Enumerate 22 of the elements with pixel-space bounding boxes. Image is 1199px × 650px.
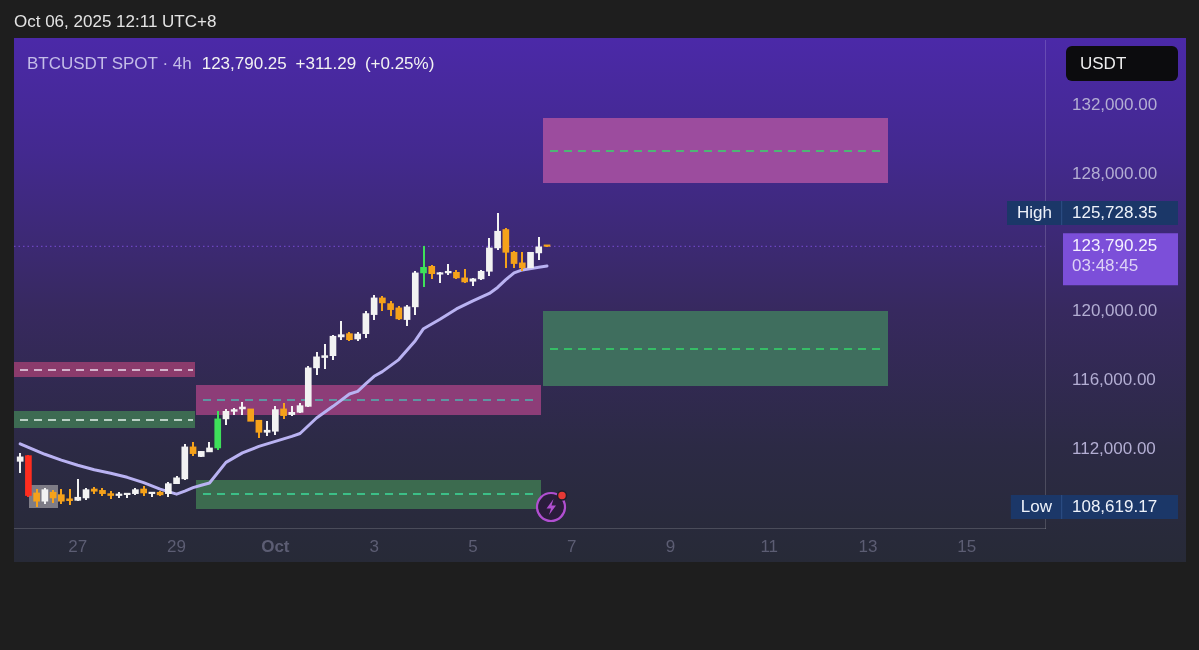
x-tick-label: 11 (760, 536, 779, 556)
y-tick-label: 132,000.00 (1072, 94, 1158, 114)
x-tick-label: 5 (468, 536, 478, 556)
text: BTCUSDT SPOT · 4h (27, 54, 192, 73)
text: 123,790.25 +311.29 (+0.25%) (201, 54, 435, 73)
x-tick-label: 27 (68, 536, 88, 556)
ref-line-label: 123,790.25 03:48:45 (1072, 236, 1158, 276)
x-tick-label: 13 (858, 536, 878, 556)
x-tick-label: 9 (665, 536, 676, 556)
y-tick-label: 128,000.00 (1072, 163, 1158, 183)
x-tick-label: 15 (957, 536, 977, 556)
annotation: Low 108,619.17 (1020, 496, 1158, 516)
y-tick-label: 116,000.00 (1072, 369, 1156, 389)
text: Oct 06, 2025 12:11 UTC+8 (14, 12, 217, 32)
x-tick-label: 3 (369, 536, 379, 556)
y-tick-label: 120,000.00 (1072, 301, 1158, 321)
x-tick-label: 29 (167, 536, 187, 556)
y-tick-label: 112,000.00 (1072, 438, 1156, 458)
annotation: High 125,728.35 (1017, 202, 1158, 222)
x-tick-label: Oct (261, 536, 290, 556)
x-tick-label: 7 (566, 536, 577, 556)
y-axis-title: USDT (1066, 46, 1178, 81)
